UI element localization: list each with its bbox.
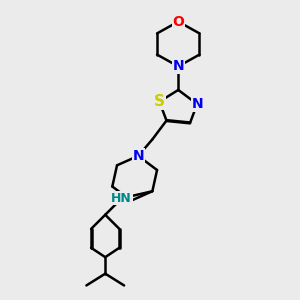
Text: HN: HN — [111, 192, 132, 205]
Text: S: S — [154, 94, 165, 109]
Text: N: N — [132, 149, 144, 163]
Text: N: N — [172, 59, 184, 74]
Text: O: O — [172, 15, 184, 28]
Text: N: N — [191, 97, 203, 111]
